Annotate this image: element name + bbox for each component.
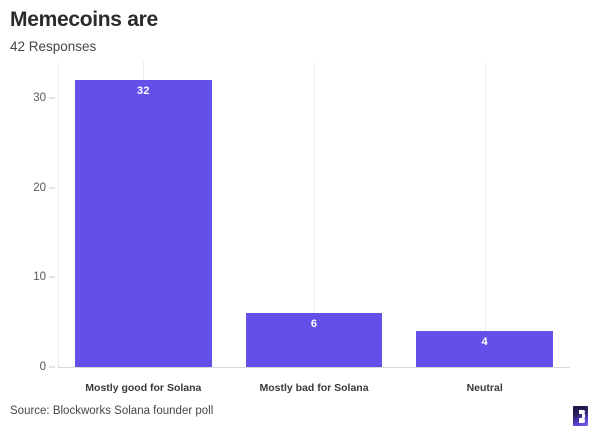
chart-header: Memecoins are 42 Responses bbox=[10, 8, 570, 56]
x-axis-category-label: Mostly good for Solana bbox=[85, 382, 202, 394]
x-axis-baseline bbox=[58, 367, 570, 368]
bar-value-label: 4 bbox=[481, 336, 488, 349]
y-axis-tick-label: 10 bbox=[33, 271, 46, 284]
source-note: Source: Blockworks Solana founder poll bbox=[10, 405, 214, 417]
y-axis-tick-mark bbox=[49, 187, 55, 189]
chart-subtitle: 42 Responses bbox=[10, 39, 97, 54]
logo-notch-mid bbox=[582, 414, 585, 418]
y-axis-tick-label: 30 bbox=[33, 91, 46, 104]
chart-footer: Source: Blockworks Solana founder poll bbox=[0, 398, 600, 434]
page-title: Memecoins are bbox=[10, 8, 158, 31]
bar-value-label: 32 bbox=[137, 84, 150, 97]
plot-canvas: 32 6 4 bbox=[58, 62, 570, 368]
bar-1[interactable]: 32 bbox=[75, 79, 212, 367]
blockworks-logo-icon bbox=[573, 406, 588, 426]
y-axis: 0 10 20 30 bbox=[0, 62, 58, 373]
x-axis-category-label: Neutral bbox=[466, 382, 503, 394]
chart-plot-area: 0 10 20 30 32 6 4 Mostly good for Solana Mostl… bbox=[0, 62, 600, 394]
y-axis-tick-label: 20 bbox=[33, 181, 46, 194]
gridline-vertical bbox=[485, 62, 486, 367]
logo-notch-bottom bbox=[579, 417, 585, 423]
bar-value-label: 6 bbox=[310, 318, 318, 331]
gridline-vertical bbox=[314, 62, 315, 367]
x-axis-category-label: Mostly bad for Solana bbox=[259, 382, 369, 394]
logo-notch-top bbox=[579, 409, 585, 414]
bar-2[interactable]: 6 bbox=[245, 313, 383, 367]
y-axis-tick-label: 0 bbox=[39, 361, 46, 373]
bar-3[interactable]: 4 bbox=[416, 331, 553, 367]
y-axis-tick-mark bbox=[49, 276, 55, 278]
y-axis-tick-mark bbox=[49, 97, 55, 99]
gridline-vertical bbox=[58, 62, 59, 367]
y-axis-tick-mark bbox=[49, 366, 55, 368]
x-axis-labels: Mostly good for Solana Mostly bad for Sol… bbox=[58, 374, 570, 400]
